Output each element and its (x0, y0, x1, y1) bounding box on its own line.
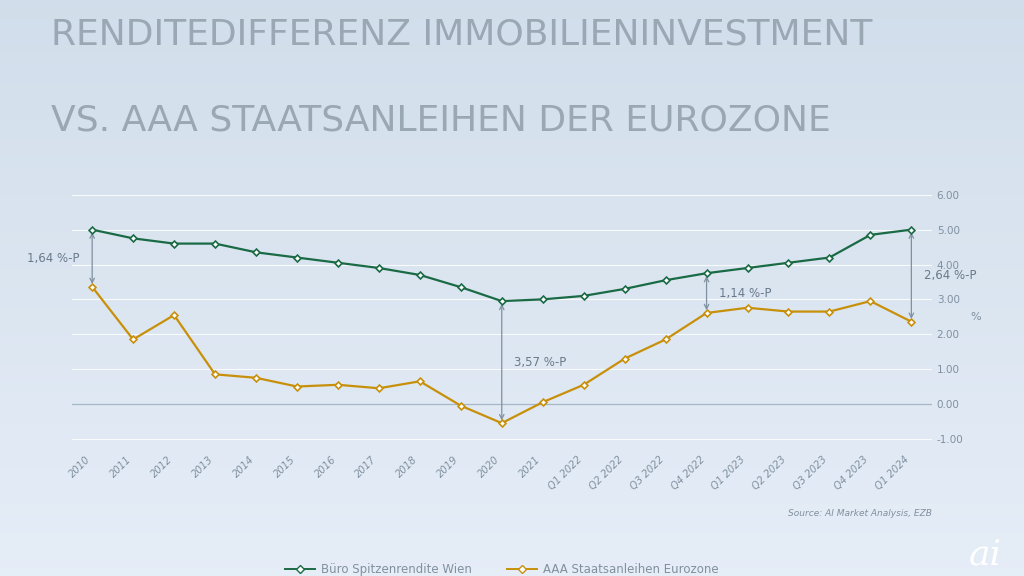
Text: ai: ai (969, 537, 1001, 571)
Text: 2,64 %-P: 2,64 %-P (924, 269, 976, 282)
Text: 1,14 %-P: 1,14 %-P (719, 287, 771, 300)
Text: %: % (971, 312, 981, 322)
Legend: Büro Spitzenrendite Wien, AAA Staatsanleihen Eurozone: Büro Spitzenrendite Wien, AAA Staatsanle… (281, 559, 723, 576)
Text: 3,57 %-P: 3,57 %-P (514, 355, 566, 369)
Text: 1,64 %-P: 1,64 %-P (28, 252, 80, 265)
Text: Source: AI Market Analysis, EZB: Source: AI Market Analysis, EZB (787, 509, 932, 518)
Text: VS. AAA STAATSANLEIHEN DER EUROZONE: VS. AAA STAATSANLEIHEN DER EUROZONE (51, 104, 830, 138)
Text: RENDITEDIFFERENZ IMMOBILIENINVESTMENT: RENDITEDIFFERENZ IMMOBILIENINVESTMENT (51, 17, 872, 51)
